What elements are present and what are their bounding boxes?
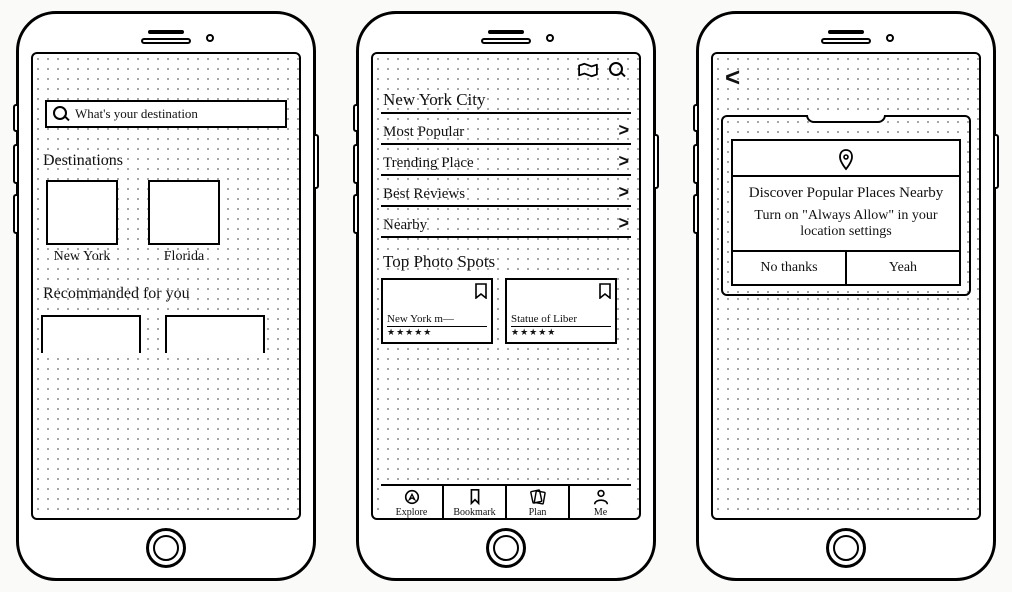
tab-label: Explore [396, 507, 428, 518]
card-title: New York m— [387, 313, 487, 327]
tab-bookmark[interactable]: Bookmark [444, 486, 507, 518]
map-icon[interactable] [577, 62, 599, 78]
power-button[interactable] [313, 134, 319, 189]
mute-switch[interactable] [693, 104, 699, 132]
compass-icon [401, 488, 423, 506]
location-pin-icon [838, 149, 854, 171]
home-button[interactable] [146, 528, 186, 568]
volume-down-button[interactable] [353, 194, 359, 234]
mute-switch[interactable] [353, 104, 359, 132]
photo-spot-cards: New York m— ★★★★★ Statue of Liber ★★★★★ [381, 278, 631, 344]
category-label: Best Reviews [383, 186, 465, 203]
recommended-card[interactable] [41, 315, 141, 353]
photo-spot-card[interactable]: Statue of Liber ★★★★★ [505, 278, 617, 344]
tab-explore[interactable]: Explore [381, 486, 444, 518]
destination-tile[interactable]: Florida [145, 180, 223, 265]
tab-label: Bookmark [453, 507, 495, 518]
screen-location-permission: < Discover Popular Places Nearby Turn on… [711, 52, 981, 520]
phone-frame-2: New York City Most Popular > Trending Pl… [356, 11, 656, 581]
destinations-heading: Destinations [43, 152, 289, 170]
home-button[interactable] [486, 528, 526, 568]
destinations-row: New York Florida [43, 180, 289, 265]
card-title: Statue of Liber [511, 313, 611, 327]
chevron-right-icon: > [618, 151, 629, 172]
recommended-row [41, 315, 291, 353]
power-button[interactable] [653, 134, 659, 189]
phone-frame-1: What's your destination Destinations New… [16, 11, 316, 581]
volume-down-button[interactable] [693, 194, 699, 234]
bookmark-icon [464, 488, 486, 506]
category-item[interactable]: Best Reviews > [381, 176, 631, 207]
modal-message: Turn on "Always Allow" in your location … [743, 208, 949, 240]
photo-spot-card[interactable]: New York m— ★★★★★ [381, 278, 493, 344]
tab-plan[interactable]: Plan [507, 486, 570, 518]
chevron-right-icon: > [618, 182, 629, 203]
category-label: Trending Place [383, 155, 474, 172]
search-icon[interactable] [609, 62, 627, 80]
volume-down-button[interactable] [13, 194, 19, 234]
mute-switch[interactable] [13, 104, 19, 132]
volume-up-button[interactable] [693, 144, 699, 184]
person-icon [590, 488, 612, 506]
destination-tile[interactable]: New York [43, 180, 121, 265]
category-label: Most Popular [383, 124, 464, 141]
sheet-handle [806, 115, 886, 123]
modal-actions: No thanks Yeah [733, 250, 959, 284]
modal-icon-row [733, 141, 959, 177]
tab-label: Me [594, 507, 607, 518]
back-button[interactable]: < [721, 60, 744, 95]
phone-earpiece [141, 30, 191, 46]
card-rating: ★★★★★ [511, 327, 611, 338]
tab-me[interactable]: Me [570, 486, 631, 518]
bookmark-icon[interactable] [599, 283, 611, 299]
power-button[interactable] [993, 134, 999, 189]
top-actions [381, 60, 631, 88]
screen-explore-home: What's your destination Destinations New… [31, 52, 301, 520]
destination-thumb [46, 180, 118, 245]
screen-city-detail: New York City Most Popular > Trending Pl… [371, 52, 641, 520]
recommended-heading: Recommanded for you [43, 285, 289, 303]
city-title: New York City [381, 88, 631, 114]
destination-label: New York [54, 249, 111, 265]
modal-body: Discover Popular Places Nearby Turn on "… [733, 177, 959, 250]
phone-earpiece [821, 30, 871, 46]
front-camera [886, 34, 894, 42]
destination-label: Florida [164, 249, 204, 265]
bookmark-icon[interactable] [475, 283, 487, 299]
location-permission-modal: Discover Popular Places Nearby Turn on "… [731, 139, 961, 286]
category-item[interactable]: Trending Place > [381, 145, 631, 176]
bottom-tab-bar: Explore Bookmark Plan Me [381, 484, 631, 518]
modal-title: Discover Popular Places Nearby [743, 185, 949, 202]
card-rating: ★★★★★ [387, 327, 487, 338]
tickets-icon [527, 488, 549, 506]
front-camera [546, 34, 554, 42]
volume-up-button[interactable] [13, 144, 19, 184]
search-bar[interactable]: What's your destination [45, 100, 287, 128]
volume-up-button[interactable] [353, 144, 359, 184]
category-item[interactable]: Nearby > [381, 207, 631, 238]
search-placeholder: What's your destination [75, 106, 198, 122]
tab-label: Plan [529, 507, 547, 518]
category-label: Nearby [383, 217, 427, 234]
destination-thumb [148, 180, 220, 245]
chevron-right-icon: > [618, 120, 629, 141]
photo-spots-heading: Top Photo Spots [383, 252, 629, 272]
search-icon [53, 106, 69, 122]
chevron-right-icon: > [618, 213, 629, 234]
phone-frame-3: < Discover Popular Places Nearby Turn on… [696, 11, 996, 581]
recommended-card[interactable] [165, 315, 265, 353]
phone-earpiece [481, 30, 531, 46]
home-button[interactable] [826, 528, 866, 568]
decline-button[interactable]: No thanks [733, 252, 847, 284]
front-camera [206, 34, 214, 42]
category-item[interactable]: Most Popular > [381, 114, 631, 145]
accept-button[interactable]: Yeah [847, 252, 959, 284]
modal-backplate: Discover Popular Places Nearby Turn on "… [721, 115, 971, 296]
